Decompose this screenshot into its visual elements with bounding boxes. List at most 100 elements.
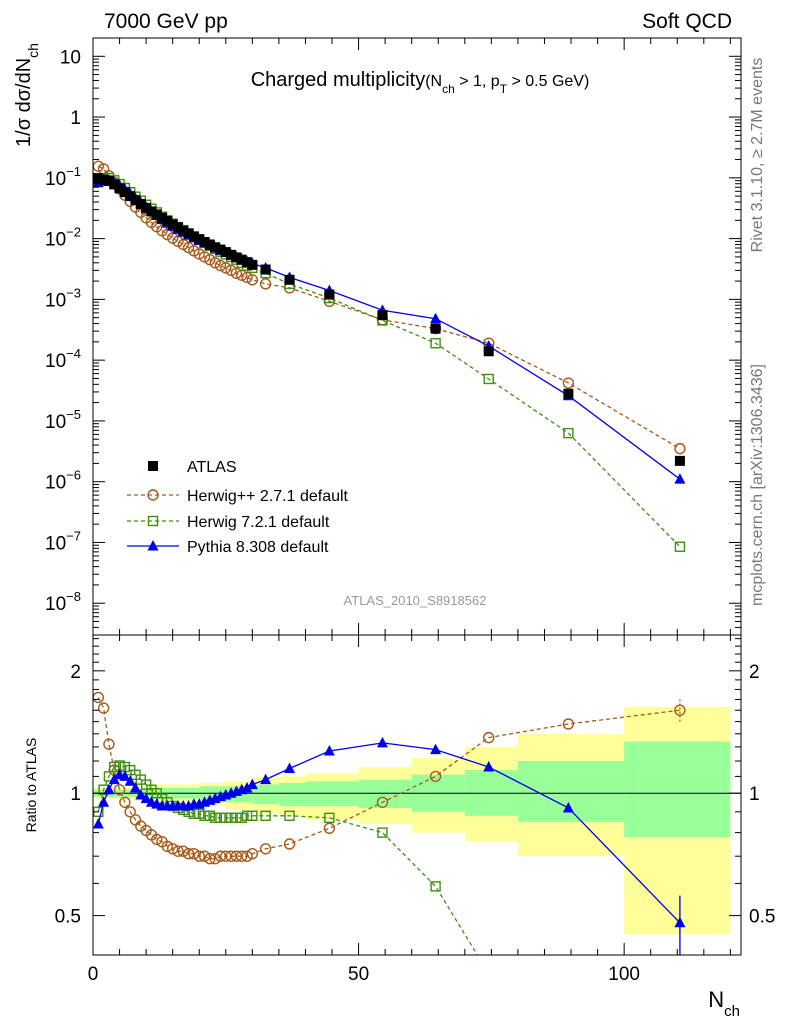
- main-atlas-marker: [109, 179, 120, 190]
- ratio-herwig-marker: [236, 812, 247, 824]
- main-atlas-marker: [146, 206, 157, 217]
- main-atlas-marker: [231, 252, 242, 263]
- ratio-y-tick-label-right: 2: [749, 662, 760, 683]
- main-atlas-marker: [236, 254, 247, 265]
- main-herwig-marker: [209, 257, 221, 269]
- main-atlas-marker: [151, 209, 162, 220]
- ratio-herwig-marker: [376, 796, 389, 808]
- ratio-y-tick-label: 0.5: [55, 907, 81, 928]
- ratio-herwig-marker: [199, 810, 210, 821]
- ratio-herwig-marker: [562, 718, 575, 730]
- ratio-herwig-marker: [247, 810, 258, 821]
- ratio-herwig-marker: [124, 806, 136, 818]
- main-atlas-marker: [183, 228, 194, 239]
- ratio-pythia-marker: [674, 916, 686, 928]
- main-herwig-marker: [230, 267, 243, 279]
- ratio-inner-band: [252, 784, 279, 805]
- ratio-y-tick-label: 2: [70, 662, 81, 683]
- main-y-tick-label: 10: [60, 47, 81, 68]
- ratio-herwig-marker: [377, 827, 388, 838]
- ratio-herwig-marker: [188, 808, 200, 819]
- tick-exponent: −1: [66, 164, 81, 179]
- ratio-herwig-marker: [161, 840, 174, 853]
- ratio-pythia-marker: [376, 736, 388, 748]
- tick-exponent: −3: [66, 285, 81, 300]
- main-herwig-marker: [674, 442, 686, 455]
- tick-base: 10: [45, 412, 66, 433]
- ratio-inner-band: [358, 779, 412, 808]
- main-atlas-marker: [226, 249, 237, 260]
- ratio-herwig-marker: [241, 810, 253, 821]
- ratio-pythia-marker: [140, 792, 152, 804]
- main-herwig-line: [98, 165, 681, 450]
- ratio-herwig-marker: [231, 812, 242, 824]
- main-herwig-marker: [259, 278, 272, 290]
- ratio-herwig-marker: [483, 731, 495, 744]
- main-atlas-marker: [194, 234, 205, 245]
- ratio-herwig-marker: [146, 784, 157, 795]
- ratio-herwig-marker: [246, 847, 259, 860]
- rivet-version-label: Rivet 3.1.10, ≥ 2.7M events: [749, 58, 766, 253]
- main-atlas-marker: [188, 231, 199, 242]
- ratio-herwig-marker: [172, 845, 184, 857]
- ratio-y-tick-label: 1: [70, 784, 81, 805]
- main-atlas-marker: [114, 183, 125, 194]
- main-herwig-marker: [236, 269, 248, 281]
- legend-label: Herwig++ 2.7.1 default: [187, 488, 349, 505]
- ratio-herwig-marker: [429, 770, 442, 783]
- main-atlas-marker: [141, 202, 152, 213]
- ratio-pythia-marker: [246, 778, 258, 790]
- main-herwig-marker: [246, 274, 259, 286]
- main-atlas-marker: [119, 187, 130, 198]
- ratio-herwig-marker: [93, 691, 105, 704]
- ratio-inner-band: [624, 741, 731, 838]
- ratio-herwig-marker: [323, 822, 336, 834]
- title-sub-part: > 1, p: [455, 73, 500, 90]
- main-atlas-marker: [674, 455, 685, 466]
- tick-exponent: −7: [66, 528, 81, 543]
- main-title-text: Charged multiplicity: [251, 69, 426, 91]
- legend: ATLAS Herwig++ 2.7.1 default Herwig 7.2.1 …: [127, 459, 349, 556]
- main-herwig-marker: [225, 264, 237, 277]
- ratio-pythia-marker: [93, 818, 104, 829]
- tick-exponent: −4: [66, 346, 81, 361]
- main-panel-series: [93, 160, 686, 552]
- main-herwig-marker: [214, 259, 227, 272]
- ratio-inner-band: [278, 782, 306, 807]
- ratio-herwig-marker: [220, 812, 231, 824]
- main-herwig-marker: [563, 427, 574, 439]
- ratio-herwig-marker: [198, 850, 211, 862]
- tick-exponent: −6: [66, 468, 81, 483]
- ratio-herwig-marker: [182, 847, 195, 860]
- main-y-tick-label: 10−6: [45, 468, 81, 494]
- main-atlas-marker: [220, 247, 231, 258]
- ratio-pythia-marker: [241, 781, 253, 793]
- main-atlas-marker: [162, 215, 173, 226]
- ratio-herwig-marker: [259, 843, 272, 855]
- ratio-herwig-marker: [166, 843, 179, 855]
- main-atlas-marker: [135, 199, 146, 210]
- main-y-tick-label: 10−8: [45, 589, 81, 615]
- tick-exponent: −8: [66, 589, 81, 604]
- y-label-part: 1/σ dσ/dN: [13, 58, 35, 147]
- ratio-panel-bands: [93, 706, 741, 935]
- main-atlas-marker: [247, 259, 258, 270]
- main-y-tick-label: 10−1: [45, 164, 81, 190]
- ratio-inner-band: [517, 761, 625, 822]
- main-y-tick-label: 10−3: [45, 285, 81, 311]
- ratio-herwig-marker: [225, 812, 237, 824]
- main-atlas-marker: [284, 274, 295, 285]
- main-y-axis-label: 1/σ dσ/dNch: [13, 43, 41, 147]
- ratio-herwig-marker: [236, 850, 248, 862]
- ratio-herwig-line: [97, 697, 680, 860]
- tick-exponent: −2: [66, 225, 81, 240]
- header-process-label: Soft QCD: [642, 10, 732, 33]
- legend-label: ATLAS: [187, 459, 237, 476]
- tick-exponent: −5: [66, 407, 81, 422]
- ratio-herwig-marker: [674, 704, 686, 716]
- main-atlas-marker: [172, 222, 183, 233]
- mcplots-label: mcplots.cern.ch [arXiv:1306.3436]: [749, 364, 766, 606]
- ratio-herwig-marker: [241, 850, 253, 862]
- ratio-pythia-marker: [284, 762, 296, 774]
